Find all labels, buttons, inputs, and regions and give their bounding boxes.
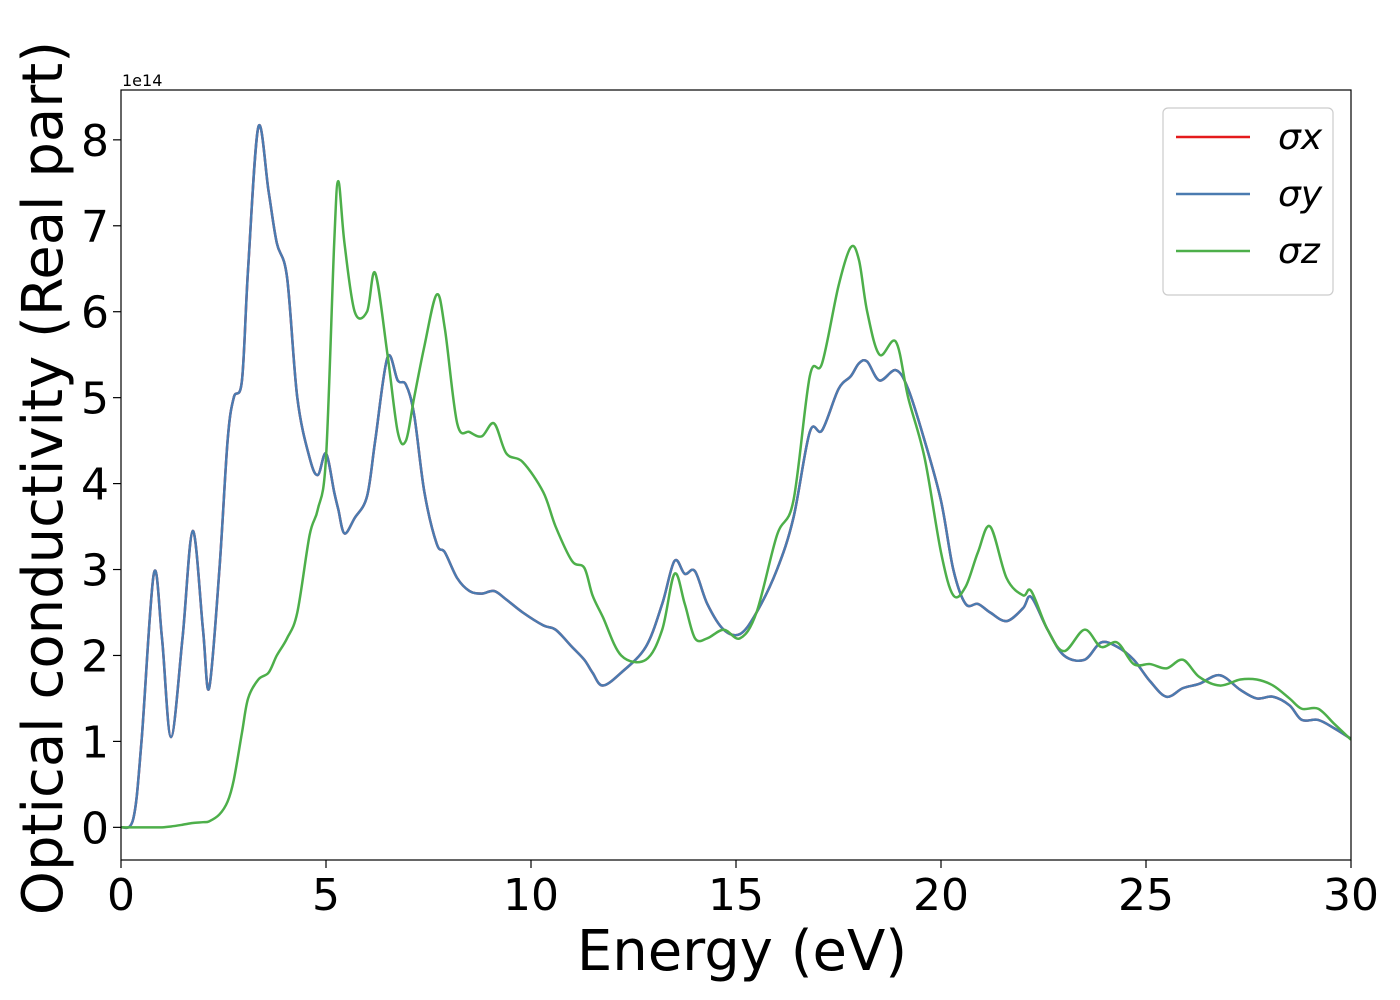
x-axis-label: Energy (eV) bbox=[577, 919, 907, 984]
plot-frame bbox=[120, 89, 1352, 861]
y-tick-label: 8 bbox=[81, 116, 109, 167]
legend-label: σx bbox=[1278, 117, 1323, 158]
x-tick-label: 0 bbox=[107, 870, 135, 921]
x-tick-label: 15 bbox=[708, 870, 764, 921]
y-tick-label: 1 bbox=[81, 717, 109, 768]
y-tick-label: 6 bbox=[81, 288, 109, 339]
x-tick-label: 20 bbox=[913, 870, 969, 921]
y-offset-label: 1e14 bbox=[122, 71, 162, 90]
y-tick-label: 0 bbox=[81, 803, 109, 854]
x-tick-label: 10 bbox=[503, 870, 559, 921]
legend-box bbox=[1162, 107, 1334, 296]
x-tick-label: 5 bbox=[312, 870, 340, 921]
series-line bbox=[121, 179, 1351, 829]
y-tick-label: 2 bbox=[81, 631, 109, 682]
legend-label: σy bbox=[1278, 174, 1323, 215]
legend-label: σz bbox=[1278, 231, 1321, 272]
y-tick-label: 7 bbox=[81, 202, 109, 253]
x-tick-label: 30 bbox=[1323, 870, 1379, 921]
y-tick-label: 5 bbox=[81, 374, 109, 425]
y-axis-label: Optical conductivity (Real part) bbox=[11, 41, 76, 915]
series-line bbox=[121, 123, 1351, 830]
y-tick-label: 4 bbox=[81, 460, 109, 511]
y-tick-label: 3 bbox=[81, 546, 109, 597]
x-tick-label: 25 bbox=[1118, 870, 1174, 921]
